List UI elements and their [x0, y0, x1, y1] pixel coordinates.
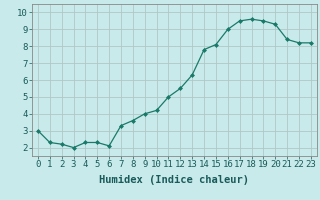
X-axis label: Humidex (Indice chaleur): Humidex (Indice chaleur): [100, 175, 249, 185]
